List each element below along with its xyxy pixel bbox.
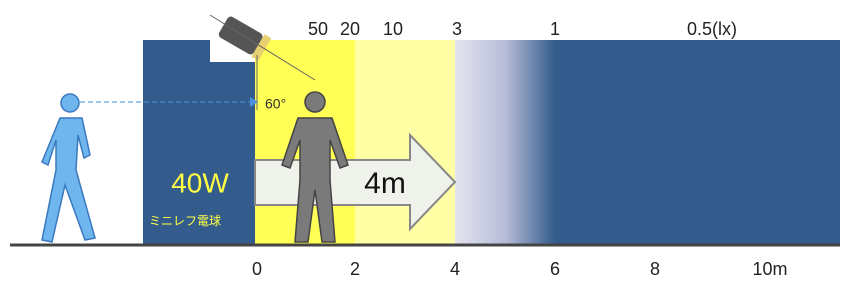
lux-label: 1 bbox=[550, 19, 560, 39]
lamp-type: ミニレフ電球 bbox=[149, 214, 221, 228]
walking-person bbox=[42, 94, 95, 242]
distance-tick: 0 bbox=[252, 259, 262, 279]
lux-label: 50 bbox=[308, 19, 328, 39]
lux-label: 0.5(lx) bbox=[687, 19, 737, 39]
distance-label: 4m bbox=[364, 167, 406, 200]
angle-label: 60° bbox=[265, 96, 286, 112]
lux-labels: 50 20 10 3 1 0.5(lx) bbox=[308, 19, 737, 39]
light-zone-mid bbox=[355, 40, 455, 245]
distance-tick: 4 bbox=[450, 259, 460, 279]
lux-label: 3 bbox=[452, 19, 462, 39]
lamp-power: 40W bbox=[171, 167, 229, 198]
distance-tick: 8 bbox=[650, 259, 660, 279]
distance-labels: 0 2 4 6 8 10m bbox=[252, 259, 788, 279]
lux-label: 10 bbox=[383, 19, 403, 39]
distance-tick: 6 bbox=[550, 259, 560, 279]
distance-tick: 2 bbox=[350, 259, 360, 279]
distance-tick: 10m bbox=[752, 259, 787, 279]
lux-label: 20 bbox=[340, 19, 360, 39]
diagram: 60° 4m 40W ミニレフ電球 50 20 10 3 1 0.5(lx) 0… bbox=[0, 0, 854, 289]
light-zone-fade bbox=[455, 40, 555, 245]
